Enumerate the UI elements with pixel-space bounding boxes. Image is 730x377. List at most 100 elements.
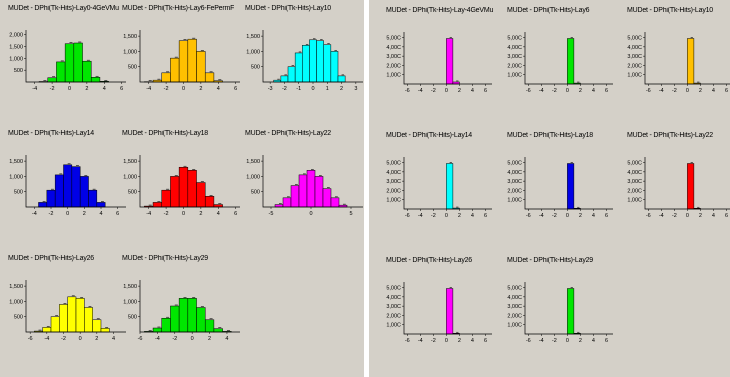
x-tick-label: 6 (234, 86, 237, 92)
x-tick-label: -4 (32, 211, 37, 217)
histogram-bar (67, 296, 77, 333)
x-tick-label: 2 (95, 336, 98, 342)
histogram-bar (178, 298, 189, 333)
y-tick-label: 1,00C (386, 323, 401, 329)
x-tick-label: -6 (28, 336, 33, 342)
histogram-bar (290, 185, 300, 208)
x-tick-label: 2 (208, 336, 211, 342)
x-tick-label: 0 (566, 88, 569, 94)
x-tick-label: -2 (50, 86, 55, 92)
y-tick-label: 1,000 (9, 299, 23, 305)
x-tick-label: -2 (164, 211, 169, 217)
histogram-bar (322, 188, 332, 208)
x-tick-label: 4 (592, 338, 595, 344)
x-tick-label: 0 (309, 211, 312, 217)
histogram-plot: -4 -2 0 2 4 6 500 1,000 1,500 (9, 155, 126, 217)
histogram-bar (446, 163, 454, 210)
histogram-bar (567, 163, 575, 210)
x-tick-label: 2 (458, 88, 461, 94)
histogram-bar (64, 43, 75, 83)
histogram-plot: -4 -2 0 2 4 6 500 1,000 1,500 (123, 30, 240, 92)
axes (644, 32, 730, 85)
x-tick-label: 4 (112, 336, 115, 342)
histogram-plot: -6 -4 -2 0 2 4 6 1,00C 2,00C 3,00C 4,00C 5,00C (627, 157, 730, 219)
x-tick-label: 4 (217, 86, 220, 92)
histogram-bar (204, 319, 215, 333)
y-tick-label: 1,500 (123, 34, 137, 40)
x-tick-label: -2 (164, 86, 169, 92)
y-tick-label: 3,00C (386, 179, 401, 185)
chart-title: MUDet - DPhi(Tk-Hits)-Lay18 (507, 132, 593, 139)
x-tick-label: 0 (182, 211, 185, 217)
x-tick-label: 0 (68, 86, 71, 92)
y-tick-label: 2,000 (9, 33, 23, 39)
y-tick-label: 2,00C (386, 313, 401, 319)
x-tick-label: -4 (146, 86, 151, 92)
y-tick-label: 4,00C (386, 170, 401, 176)
y-tick-label: 1,500 (246, 34, 260, 40)
y-tick-label: 5,00C (386, 161, 401, 167)
y-tick-label: 3,00C (386, 304, 401, 310)
y-tick-label: 500 (251, 190, 260, 196)
x-tick-label: 6 (484, 213, 487, 219)
x-tick-label: -3 (268, 86, 273, 92)
histogram-plot: -6 -4 -2 0 2 4 500 1,000 1,500 (9, 280, 126, 342)
histogram-plot: -6 -4 -2 0 2 4 6 1,00C 2,00C 3,00C 4,00C 5,00C (507, 282, 613, 344)
x-tick-label: -4 (539, 213, 544, 219)
x-tick-label: 2 (699, 213, 702, 219)
histogram-plot: -4 -2 0 2 4 6 500 1,000 1,500 2,000 (9, 30, 126, 92)
x-tick-label: 0 (445, 338, 448, 344)
histogram-bar (82, 60, 92, 83)
y-tick-label: 1,00C (627, 73, 642, 79)
histogram-bar (213, 328, 223, 333)
y-tick-label: 500 (128, 315, 137, 321)
y-tick-label: 1,00C (386, 198, 401, 204)
histogram-bar (196, 51, 206, 83)
y-tick-label: 2,00C (627, 188, 642, 194)
histogram-bar (187, 170, 197, 208)
y-tick-label: 500 (14, 68, 23, 74)
y-tick-label: 1,000 (246, 49, 260, 55)
histogram-bar (316, 40, 324, 83)
y-tick-label: 3,00C (507, 304, 522, 310)
x-tick-label: 6 (234, 211, 237, 217)
y-tick-label: 5,00C (386, 286, 401, 292)
histogram-bar (196, 307, 206, 333)
y-tick-label: 1,000 (123, 299, 137, 305)
x-tick-label: 2 (340, 86, 343, 92)
x-tick-label: -4 (155, 336, 160, 342)
y-tick-label: 3,00C (386, 54, 401, 60)
x-tick-label: 6 (484, 88, 487, 94)
y-tick-label: 1,00C (386, 73, 401, 79)
chart-title: MUDet - DPhi(Tk-Hits)-Lay10 (245, 5, 331, 12)
histogram-plot: -6 -4 -2 0 2 4 6 1,00C 2,00C 3,00C 4,00C 5,00C (386, 282, 492, 344)
y-tick-label: 4,00C (627, 170, 642, 176)
histogram-plot: -6 -4 -2 0 2 4 6 1,00C 2,00C 3,00C 4,00C 5,00C (386, 32, 492, 94)
axes (262, 30, 363, 83)
histogram-bar (90, 77, 101, 83)
axes (524, 157, 613, 210)
x-tick-label: 6 (120, 86, 123, 92)
y-tick-label: 5,00C (627, 161, 642, 167)
x-tick-label: -4 (659, 88, 664, 94)
y-tick-label: 1,00C (627, 198, 642, 204)
histogram-bar (42, 327, 52, 333)
axes (25, 155, 126, 208)
histogram-bar (196, 182, 206, 208)
axes (524, 282, 613, 335)
y-tick-label: 3,00C (507, 179, 522, 185)
x-tick-label: 6 (605, 213, 608, 219)
histogram-bar (63, 164, 73, 208)
x-tick-label: 6 (116, 211, 119, 217)
histogram-bar (50, 316, 60, 333)
histogram-bar (213, 204, 223, 208)
histogram-bar (92, 319, 102, 333)
histogram-bar (446, 288, 454, 335)
y-tick-label: 5,00C (507, 161, 522, 167)
y-tick-label: 4,00C (507, 170, 522, 176)
histogram-bar (79, 176, 89, 208)
x-tick-label: 0 (445, 88, 448, 94)
histogram-bar (187, 38, 197, 83)
y-tick-label: 4,00C (507, 295, 522, 301)
axes (262, 155, 363, 208)
